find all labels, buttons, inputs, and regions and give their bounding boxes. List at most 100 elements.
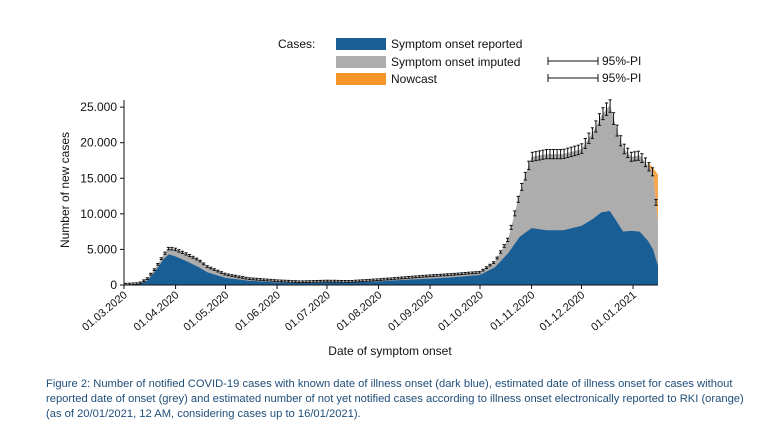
y-tick-label: 20.000 [80, 136, 117, 150]
error-bar [188, 254, 192, 258]
error-bar [382, 277, 386, 281]
error-bar [608, 99, 612, 113]
legend-swatch-reported [336, 38, 386, 50]
error-bar [205, 265, 209, 268]
error-bar [159, 257, 163, 260]
error-bar [223, 272, 227, 276]
error-bar [431, 274, 435, 277]
x-axis-label: Date of symptom onset [328, 344, 452, 358]
x-tick-label: 01.01.2021 [589, 289, 639, 334]
error-bar [467, 271, 471, 275]
error-bar [407, 276, 411, 279]
error-bar [396, 276, 400, 280]
error-bar [378, 278, 382, 281]
error-bar [449, 273, 453, 276]
plot-area: 0 5.000 10.000 15.000 20.000 25.000 01.03.202… [80, 99, 658, 334]
x-tick-label: 01.12.2020 [538, 289, 588, 334]
error-bars [124, 99, 658, 286]
error-bar [569, 146, 573, 158]
error-bar [622, 143, 626, 155]
error-bar [424, 274, 428, 278]
error-bar [513, 210, 517, 217]
error-bar [445, 273, 450, 276]
error-bar [636, 150, 640, 161]
error-bar [654, 199, 658, 206]
error-bar [537, 150, 541, 161]
y-tick-label: 25.000 [80, 100, 117, 114]
error-bar [286, 279, 291, 283]
error-bar [389, 277, 393, 281]
error-bar [516, 195, 520, 203]
error-bar [294, 280, 298, 283]
error-bar [523, 171, 527, 181]
error-bar [488, 263, 492, 267]
error-bar [184, 252, 188, 256]
legend-label-imputed: Symptom onset imputed [391, 55, 520, 69]
error-bar [244, 276, 248, 280]
error-bar [173, 247, 178, 252]
error-bar [180, 250, 185, 254]
error-bar [555, 149, 559, 160]
error-bar [332, 279, 337, 283]
legend-pi-reported [547, 57, 599, 65]
error-bar [520, 183, 524, 191]
covid-cases-chart: Cases: Symptom onset reported Symptom on… [58, 37, 658, 358]
error-bar [357, 279, 361, 283]
error-bar [428, 274, 432, 278]
error-bar [509, 224, 513, 230]
error-bar [336, 279, 340, 283]
error-bar [559, 149, 563, 160]
x-tick-label: 01.09.2020 [386, 289, 436, 334]
error-bar [566, 147, 570, 158]
error-bar [460, 272, 464, 275]
error-bar [322, 279, 326, 283]
legend-pi-label-1: 95%-PI [602, 54, 641, 68]
error-bar [484, 266, 488, 269]
error-bar [587, 132, 591, 144]
error-bar [410, 275, 414, 279]
error-bar [216, 269, 220, 273]
legend-label-nowcast: Nowcast [391, 72, 438, 86]
legend-title: Cases: [278, 37, 315, 51]
error-bar [226, 273, 231, 277]
error-bar [403, 276, 407, 279]
error-bar [435, 274, 439, 277]
error-bar [237, 275, 241, 279]
legend-label-reported: Symptom onset reported [391, 37, 522, 51]
error-bar [156, 263, 160, 266]
error-bar [551, 149, 556, 160]
error-bar [626, 147, 630, 158]
error-bar [438, 273, 443, 277]
error-bar [414, 275, 418, 279]
error-bar [541, 149, 545, 160]
error-bar [470, 271, 474, 275]
error-bar [364, 279, 368, 282]
error-bar [269, 278, 273, 282]
x-tick-label: 01.07.2020 [283, 289, 333, 334]
error-bar [297, 280, 301, 284]
error-bar [276, 279, 280, 283]
error-bar [527, 160, 531, 171]
error-bar [152, 268, 156, 271]
figure-caption: Figure 2: Number of notified COVID-19 ca… [46, 378, 744, 420]
error-bar [219, 271, 223, 274]
error-bar [453, 272, 457, 276]
error-bar [375, 278, 379, 282]
error-bar [265, 278, 269, 282]
error-bar [371, 278, 375, 282]
error-bar [506, 237, 510, 242]
error-bar [248, 277, 252, 280]
error-bar [262, 278, 266, 282]
error-bar [590, 127, 594, 139]
x-tick-label: 01.04.2020 [132, 289, 182, 334]
error-bar [166, 246, 170, 251]
error-bar [544, 149, 549, 160]
error-bar [456, 272, 460, 276]
error-bar [474, 271, 478, 274]
legend-pi-nowcast [547, 74, 599, 82]
legend-swatch-nowcast [336, 73, 386, 85]
error-bar [138, 281, 142, 285]
x-tick-label: 01.08.2020 [335, 289, 385, 334]
legend: Cases: Symptom onset reported Symptom on… [278, 37, 641, 86]
x-tick-label: 01.05.2020 [182, 289, 232, 334]
